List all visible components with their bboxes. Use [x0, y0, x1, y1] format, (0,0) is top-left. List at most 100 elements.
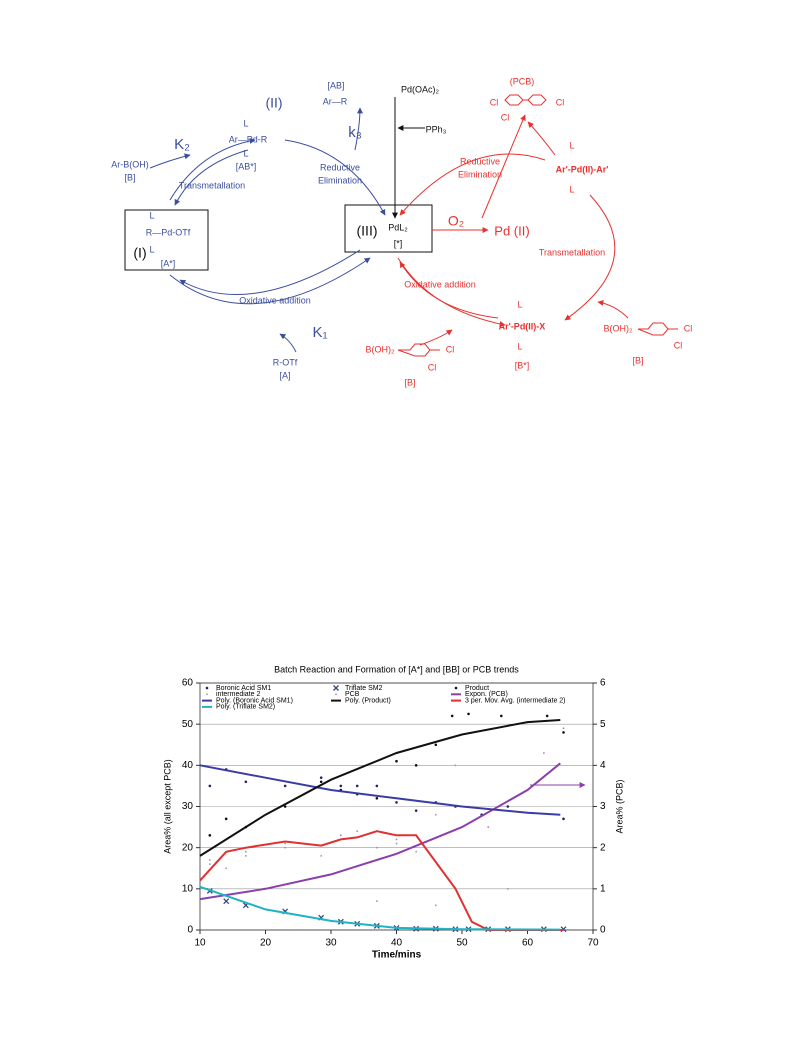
diagram-label: Cl	[446, 344, 455, 354]
diagram-label: R—Pd-OTf	[146, 227, 191, 237]
point	[415, 850, 418, 853]
point	[434, 743, 438, 747]
box-I	[124, 209, 209, 271]
point	[562, 817, 565, 821]
chart: Batch Reaction and Formation of [A*] and…	[162, 664, 624, 960]
point	[223, 898, 230, 905]
point	[454, 686, 458, 690]
point	[375, 900, 378, 903]
point	[434, 813, 437, 816]
diagram-label: Ar-B(OH)	[111, 159, 149, 169]
diagram-label: L	[149, 244, 154, 254]
point	[506, 805, 510, 808]
diagram-label: (II)	[265, 95, 282, 111]
point	[225, 867, 228, 870]
y-tick-label: 30	[182, 801, 194, 812]
diagram-label: PdL₂	[388, 222, 408, 232]
diagram-label: Pd(OAc)₂	[401, 84, 440, 94]
chart-title: Batch Reaction and Formation of [A*] and…	[274, 664, 519, 674]
legend-label: Poly. (Boronic Acid SM1)	[216, 697, 293, 704]
diagram-label: [B*]	[515, 360, 530, 370]
point	[244, 855, 247, 857]
diagram-label: Ar'-Pd(II)-X	[499, 321, 546, 331]
point	[450, 714, 454, 718]
diagram-label: [B]	[632, 355, 643, 365]
point	[320, 855, 323, 857]
point	[545, 714, 549, 718]
point	[434, 904, 437, 907]
y2-tick-label: 5	[600, 719, 606, 730]
diagram-label: [AB*]	[236, 161, 257, 171]
legend-label: Product	[465, 685, 489, 692]
diagram-label: R-OTf	[273, 357, 298, 367]
diagram-label: Pd (II)	[494, 223, 529, 238]
x-tick-label: 60	[522, 938, 534, 949]
point	[375, 796, 379, 800]
arrow	[174, 149, 249, 206]
diagram-label: Reductive	[460, 156, 500, 166]
point	[208, 834, 212, 837]
x-axis-label: Time/mins	[372, 950, 422, 961]
legend-label: Boronic Acid SM1	[216, 685, 271, 692]
x-tick-label: 10	[194, 938, 206, 949]
point	[206, 693, 208, 696]
trend-line	[199, 762, 561, 901]
point	[208, 784, 212, 788]
x-tick-label: 40	[391, 938, 403, 949]
diagram-label: (PCB)	[510, 76, 535, 86]
legend-label: PCB	[345, 691, 360, 698]
point	[395, 838, 398, 841]
point	[414, 764, 418, 767]
diagram-label: Cl	[684, 323, 693, 333]
point	[355, 784, 359, 788]
point	[208, 863, 211, 866]
trend-line	[199, 719, 561, 857]
diagram-label: L	[517, 299, 522, 309]
point	[375, 846, 378, 849]
diagram-label: Ar—Pd-R	[229, 134, 268, 144]
diagram-label: K₁	[312, 324, 327, 341]
arrow	[527, 121, 556, 156]
point	[284, 846, 287, 849]
box-III	[344, 204, 433, 253]
legend-label: Poly. (Product)	[345, 697, 391, 704]
diagram-label: Cl	[501, 112, 510, 122]
point	[283, 784, 287, 788]
point	[562, 731, 565, 734]
point	[333, 685, 339, 691]
point	[339, 784, 343, 788]
y2-tick-label: 4	[600, 760, 606, 771]
diagram-label: Oxidative addition	[404, 279, 476, 289]
diagram-label: O₂	[448, 213, 464, 229]
y2-tick-label: 0	[600, 925, 606, 936]
y2-axis-label: Area% (PCB)	[614, 779, 624, 833]
x-tick-label: 70	[587, 938, 599, 949]
arrow	[169, 257, 371, 305]
point	[467, 712, 470, 716]
diagram-label: L	[569, 140, 574, 150]
y-tick-label: 20	[182, 842, 194, 853]
point	[395, 759, 398, 763]
arrow	[597, 299, 629, 319]
y-tick-label: 0	[187, 925, 193, 936]
arrow	[564, 194, 616, 321]
point	[356, 830, 359, 833]
legend-label: Expon. (PCB)	[465, 691, 508, 698]
ring	[637, 322, 678, 336]
diagram-label: k₃	[348, 124, 362, 141]
point	[487, 826, 490, 828]
arrow	[179, 249, 361, 295]
point	[500, 714, 503, 718]
trend-line	[199, 764, 561, 816]
point	[319, 780, 323, 784]
point	[454, 764, 457, 767]
y-tick-label: 60	[182, 678, 194, 689]
arrow	[419, 329, 453, 346]
diagram-label: Cl	[674, 340, 683, 350]
x-tick-label: 50	[456, 938, 468, 949]
diagram-label: L	[243, 148, 248, 158]
diagram-label: (I)	[133, 245, 146, 261]
diagram-label: L	[569, 184, 574, 194]
